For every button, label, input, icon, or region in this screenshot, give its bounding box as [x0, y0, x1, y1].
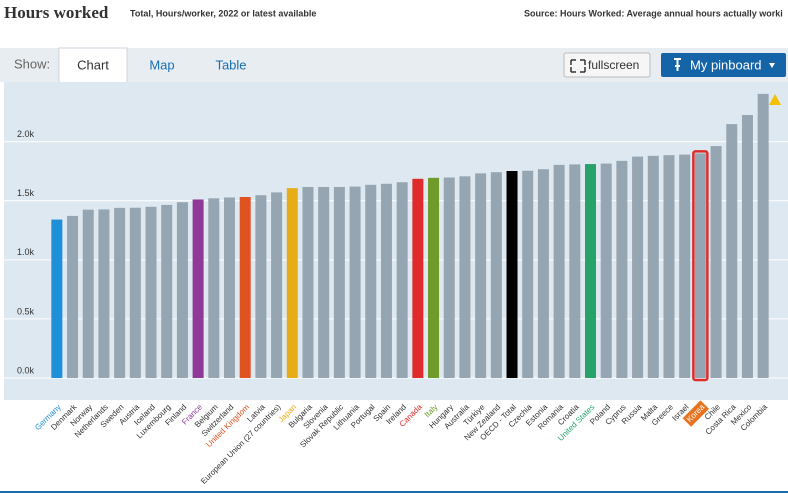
bar — [538, 169, 549, 378]
bar — [475, 173, 486, 378]
bar — [255, 195, 266, 378]
bar — [146, 207, 157, 378]
bar — [601, 164, 612, 378]
bar — [302, 187, 313, 378]
bar — [271, 192, 282, 378]
bar — [444, 178, 455, 378]
bar — [350, 187, 361, 378]
bar — [585, 164, 596, 378]
bar — [193, 199, 204, 378]
bar — [648, 156, 659, 378]
bar — [522, 171, 533, 378]
bar — [51, 220, 62, 378]
bar — [365, 185, 376, 378]
bar — [397, 182, 408, 378]
bar — [711, 146, 722, 378]
bar — [114, 208, 125, 378]
fullscreen-text[interactable]: fullscreen — [588, 58, 639, 72]
bar — [83, 210, 94, 378]
source: Source: Hours Worked: Average annual hou… — [524, 8, 783, 18]
tab[interactable]: Table — [215, 57, 246, 72]
bar — [240, 197, 251, 378]
tab[interactable]: Map — [149, 57, 174, 72]
bar — [130, 208, 141, 378]
bar — [98, 209, 109, 378]
bar — [334, 187, 345, 378]
bar — [459, 176, 470, 378]
bar — [412, 179, 423, 378]
bar — [287, 188, 298, 378]
bar — [616, 161, 627, 378]
y-tick-label: 2.0k — [17, 129, 35, 139]
bar — [695, 153, 706, 378]
bar — [758, 94, 769, 378]
pinboard-text[interactable]: My pinboard — [690, 57, 762, 72]
show-label: Show: — [14, 56, 50, 71]
y-tick-label: 0.5k — [17, 306, 35, 316]
bar — [177, 202, 188, 378]
bar — [67, 216, 78, 378]
y-tick-label: 0.0k — [17, 365, 35, 375]
bar — [381, 184, 392, 378]
bar — [554, 165, 565, 378]
bar — [318, 187, 329, 378]
bar — [726, 124, 737, 378]
bar — [742, 115, 753, 378]
bar — [679, 155, 690, 378]
bar — [491, 172, 502, 378]
tab[interactable]: Chart — [77, 57, 109, 72]
bar — [161, 205, 172, 378]
subtitle: Total, Hours/worker, 2022 or latest avai… — [130, 8, 316, 18]
bar — [507, 171, 518, 378]
y-tick-label: 1.5k — [17, 188, 35, 198]
title: Hours worked — [4, 3, 109, 22]
bar — [224, 197, 235, 378]
bar — [428, 178, 439, 378]
bar — [663, 155, 674, 378]
bar — [208, 198, 219, 378]
y-tick-label: 1.0k — [17, 247, 35, 257]
bar — [632, 157, 643, 378]
bar — [569, 164, 580, 378]
